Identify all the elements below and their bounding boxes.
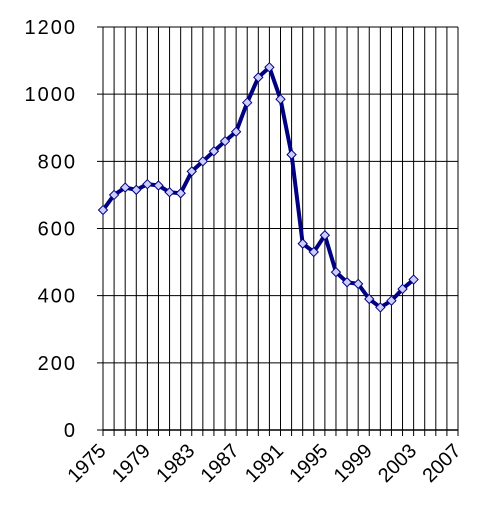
data-point [341,277,353,288]
data-point [286,149,297,160]
y-tick-label: 800 [38,151,77,173]
data-point [108,189,120,201]
x-tick-label: 2003 [374,440,421,487]
data-point [219,135,231,147]
y-tick-label: 0 [64,420,77,442]
data-point [352,278,364,290]
data-point [308,246,319,258]
x-tick-label: 1983 [152,440,199,487]
data-point [253,72,264,83]
x-tick-label: 1991 [241,440,288,487]
data-point [153,180,164,191]
data-point [264,62,275,73]
y-tick-label: 600 [38,219,77,241]
x-tick-label: 1999 [330,440,377,487]
data-point [131,184,142,196]
data-point [97,204,109,216]
y-tick-label: 400 [38,286,77,308]
x-tick-label: 2007 [419,440,466,487]
data-point [230,126,242,137]
data-point [330,266,342,278]
data-point [175,188,186,199]
data-point [275,93,286,105]
y-tick-label: 1200 [25,17,78,39]
data-point [119,182,131,193]
x-tick-label: 1975 [64,440,111,487]
data-point [364,293,375,305]
data-point [186,166,197,177]
y-tick-label: 1000 [25,84,78,106]
data-point [142,178,153,190]
y-tick-label: 200 [38,353,77,375]
data-point [375,302,386,313]
data-point [197,156,209,167]
x-tick-label: 1979 [108,440,155,487]
data-point [408,274,419,285]
data-point [319,230,331,241]
x-tick-label: 1987 [197,440,244,487]
data-point [208,146,220,157]
data-point [386,295,397,306]
x-tick-label: 1995 [285,440,332,487]
data-point [297,238,308,249]
data-point [397,283,408,295]
data-point [242,97,253,108]
data-point [164,187,175,198]
